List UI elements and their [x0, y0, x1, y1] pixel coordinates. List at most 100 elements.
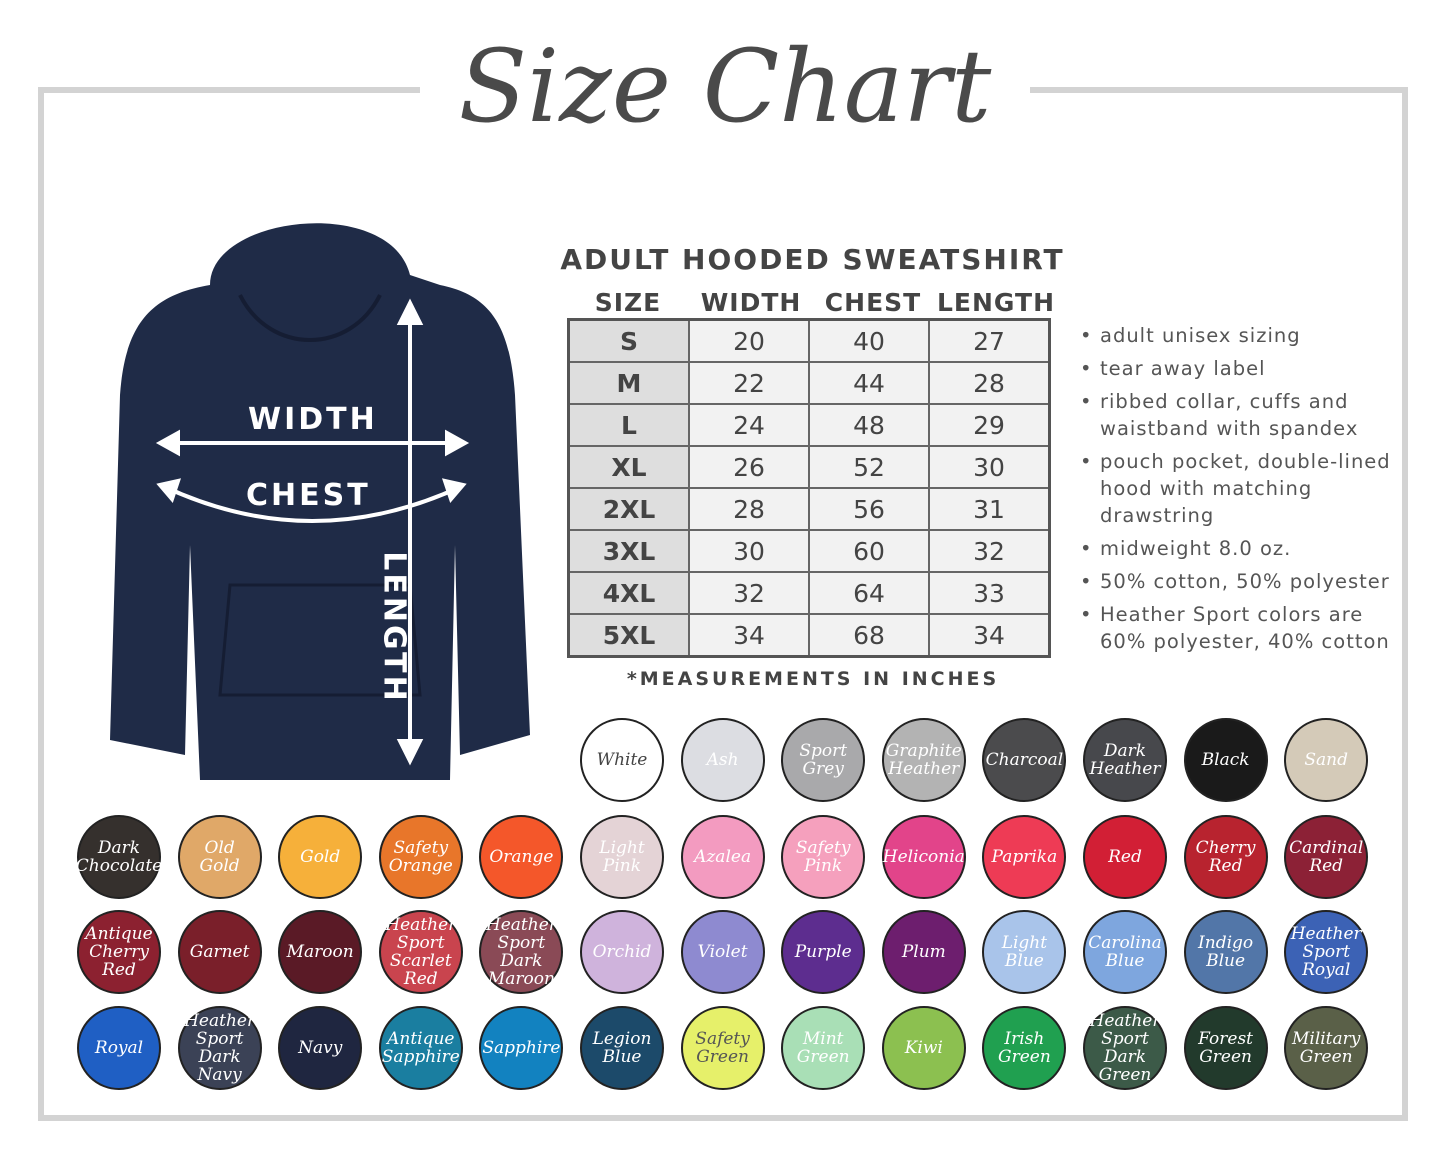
measurement-cell: 30: [688, 529, 810, 573]
color-swatch: Charcoal: [982, 718, 1067, 802]
color-swatch: Sand: [1284, 718, 1369, 802]
measurement-cell: 34: [928, 613, 1051, 658]
color-swatch: Heather Sport Scarlet Red: [378, 910, 463, 994]
measurement-cell: 28: [688, 487, 810, 531]
feature-item: Heather Sport colors are 60% polyester, …: [1078, 601, 1398, 655]
color-swatch: Indigo Blue: [1183, 910, 1268, 994]
color-swatch: Azalea: [680, 815, 765, 899]
color-swatch: Light Blue: [982, 910, 1067, 994]
page-title: Size Chart: [458, 28, 992, 145]
color-swatch: Gold: [278, 815, 363, 899]
measurement-cell: 22: [688, 361, 810, 405]
feature-item: adult unisex sizing: [1078, 322, 1398, 349]
measurement-cell: 33: [928, 571, 1051, 615]
feature-item: ribbed collar, cuffs and waistband with …: [1078, 388, 1398, 442]
measurement-cell: 56: [808, 487, 930, 531]
color-swatch: Cherry Red: [1183, 815, 1268, 899]
width-label: WIDTH: [248, 402, 378, 437]
size-cell: 4XL: [567, 571, 690, 615]
color-swatch: Ash: [680, 718, 765, 802]
feature-item: tear away label: [1078, 355, 1398, 382]
color-swatch: Mint Green: [781, 1006, 866, 1090]
column-header: LENGTH: [937, 288, 1055, 317]
size-cell: 3XL: [567, 529, 690, 573]
table-row: 4XL 32 64 33: [567, 571, 1051, 615]
measurement-cell: 68: [808, 613, 930, 658]
size-table: S 20 40 27 M 22 44 28 L 24 48 29 XL 26 52 30 2XL 28 56 31 3X…: [567, 318, 1051, 658]
color-swatch: Royal: [77, 1006, 161, 1090]
feature-item: pouch pocket, double-lined hood with mat…: [1078, 448, 1398, 529]
product-title: ADULT HOODED SWEATSHIRT: [560, 243, 1065, 276]
color-swatch: Plum: [881, 910, 966, 994]
table-row: S 20 40 27: [567, 318, 1051, 363]
color-swatch: Light Pink: [580, 815, 664, 899]
color-swatch: Dark Heather: [1083, 718, 1167, 802]
color-swatch: Black: [1183, 718, 1268, 802]
color-swatch: Heliconia: [881, 815, 966, 899]
size-cell: 2XL: [567, 487, 690, 531]
color-swatch: Heather Sport Dark Green: [1083, 1006, 1167, 1090]
color-swatch: Orange: [479, 815, 564, 899]
column-header: SIZE: [594, 288, 662, 317]
color-swatch: Military Green: [1284, 1006, 1369, 1090]
measurement-cell: 34: [688, 613, 810, 658]
color-swatch: Antique Cherry Red: [77, 910, 161, 994]
table-row: M 22 44 28: [567, 361, 1051, 405]
title-gap: [420, 80, 1030, 100]
measurement-cell: 26: [688, 445, 810, 489]
color-swatch: Sport Grey: [781, 718, 866, 802]
color-swatch: Carolina Blue: [1083, 910, 1167, 994]
color-swatch: Forest Green: [1183, 1006, 1268, 1090]
measurement-cell: 27: [928, 318, 1051, 363]
feature-list: adult unisex sizing tear away label ribbed…: [1078, 322, 1398, 661]
color-swatch: Cardinal Red: [1284, 815, 1369, 899]
measurement-cell: 32: [928, 529, 1051, 573]
color-swatch: Antique Sapphire: [378, 1006, 463, 1090]
chest-label: CHEST: [246, 478, 371, 513]
color-swatch: Safety Green: [680, 1006, 765, 1090]
table-row: 5XL 34 68 34: [567, 613, 1051, 658]
measurement-cell: 30: [928, 445, 1051, 489]
measurement-cell: 29: [928, 403, 1051, 447]
color-swatch: Heather Sport Dark Maroon: [479, 910, 564, 994]
measurement-cell: 28: [928, 361, 1051, 405]
color-swatch: Orchid: [580, 910, 664, 994]
measurement-cell: 40: [808, 318, 930, 363]
size-cell: M: [567, 361, 690, 405]
hoodie-image: [110, 223, 530, 780]
size-cell: S: [567, 318, 690, 363]
feature-item: 50% cotton, 50% polyester: [1078, 568, 1398, 595]
color-swatch: Maroon: [278, 910, 363, 994]
color-swatch: Garnet: [177, 910, 262, 994]
color-swatch: Sapphire: [479, 1006, 564, 1090]
measurement-cell: 31: [928, 487, 1051, 531]
measurement-cell: 64: [808, 571, 930, 615]
measurement-cell: 20: [688, 318, 810, 363]
measurement-cell: 44: [808, 361, 930, 405]
length-label: LENGTH: [376, 551, 412, 704]
color-swatch: Old Gold: [177, 815, 262, 899]
color-swatch: Navy: [278, 1006, 363, 1090]
table-row: 3XL 30 60 32: [567, 529, 1051, 573]
measurement-cell: 32: [688, 571, 810, 615]
footnote: *MEASUREMENTS IN INCHES: [626, 668, 1000, 690]
column-header: WIDTH: [700, 288, 802, 317]
measurement-cell: 60: [808, 529, 930, 573]
color-swatch: Red: [1083, 815, 1167, 899]
color-swatch: Safety Orange: [378, 815, 463, 899]
color-swatch: Heather Sport Royal: [1284, 910, 1369, 994]
measurement-cell: 24: [688, 403, 810, 447]
color-swatch: Violet: [680, 910, 765, 994]
color-swatch: Dark Chocolate: [76, 815, 162, 899]
table-row: XL 26 52 30: [567, 445, 1051, 489]
size-cell: XL: [567, 445, 690, 489]
color-swatch: White: [580, 718, 664, 802]
table-row: L 24 48 29: [567, 403, 1051, 447]
color-swatch: Purple: [781, 910, 866, 994]
size-cell: 5XL: [567, 613, 690, 658]
color-swatch: Irish Green: [982, 1006, 1067, 1090]
color-swatch: Heather Sport Dark Navy: [177, 1006, 262, 1090]
color-swatch: Paprika: [982, 815, 1067, 899]
measurement-cell: 48: [808, 403, 930, 447]
